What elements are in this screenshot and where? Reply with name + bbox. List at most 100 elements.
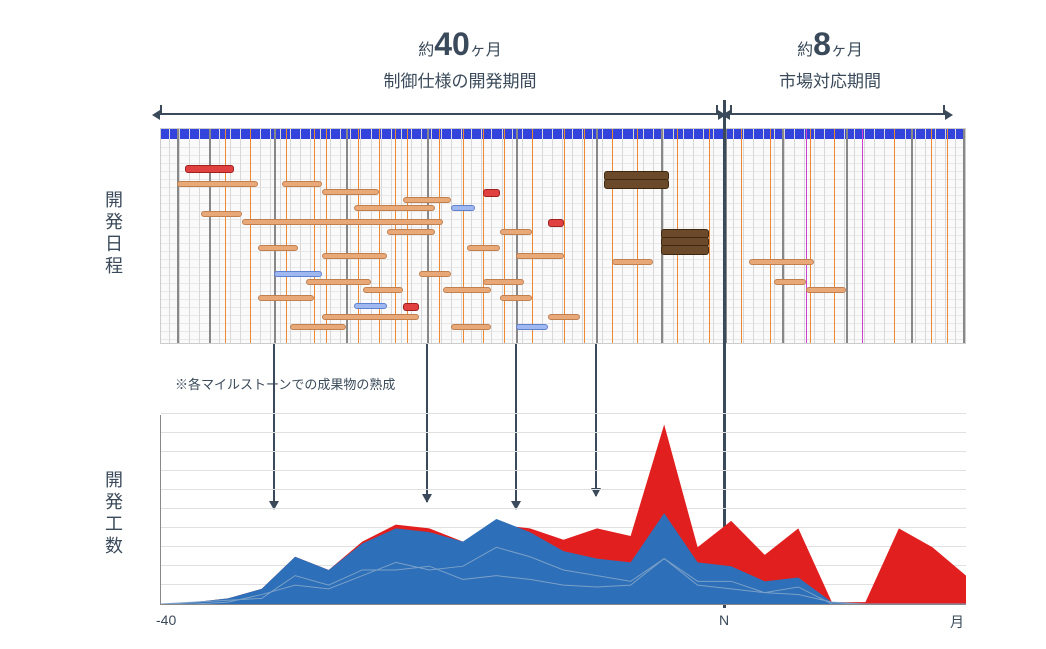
gantt-grid-col <box>562 129 563 343</box>
gantt-vline-orange <box>584 129 585 343</box>
gantt-grid-col <box>491 129 492 343</box>
gantt-vline-orange <box>947 129 948 343</box>
gantt-grid-col <box>371 129 372 343</box>
gantt-grid-col <box>300 129 301 343</box>
gantt-task <box>185 165 233 173</box>
gantt-task <box>548 314 580 320</box>
gantt-grid-col <box>905 129 906 343</box>
gantt-task <box>443 287 491 293</box>
mkt-prefix: 約 <box>797 42 813 59</box>
gantt-task <box>516 253 564 259</box>
gantt-grid-col <box>391 129 392 343</box>
gantt-grid-col <box>945 129 946 343</box>
gantt-grid-col <box>219 129 220 343</box>
gantt-grid-col <box>552 129 553 343</box>
gantt-task <box>322 253 386 259</box>
effort-chart <box>160 415 966 605</box>
gantt-vline-orange <box>741 129 742 343</box>
gantt-grid-col <box>240 129 241 343</box>
gantt-grid-col <box>230 129 231 343</box>
chart-grid-row <box>161 413 966 414</box>
gantt-task <box>500 229 532 235</box>
gantt-task <box>419 271 451 277</box>
gantt-grid-col <box>189 129 190 343</box>
gantt-task <box>282 181 322 187</box>
gantt-grid-col <box>280 129 281 343</box>
gantt-task <box>354 205 435 211</box>
gantt-vline-orange <box>810 129 811 343</box>
mkt-bracket <box>730 113 945 115</box>
gantt-grid-col <box>381 129 382 343</box>
gantt-task <box>177 181 258 187</box>
gantt-task <box>258 245 298 251</box>
gantt-task <box>403 197 451 203</box>
gantt-vline-orange <box>326 129 327 343</box>
gantt-task <box>242 219 444 225</box>
gantt-vline-orange <box>612 129 613 343</box>
gantt-vline-dark <box>596 129 598 343</box>
gantt-vline-orange <box>637 129 638 343</box>
gantt-vline-orange <box>463 129 464 343</box>
gantt-grid-col <box>431 129 432 343</box>
gantt-grid-col <box>794 129 795 343</box>
gantt-task <box>451 324 491 330</box>
gantt-vline-orange <box>358 129 359 343</box>
x-unit-label: 月 <box>950 612 964 632</box>
gantt-grid-col <box>743 129 744 343</box>
gantt-grid-col <box>522 129 523 343</box>
gantt-vline-orange <box>709 129 710 343</box>
gantt-grid-col <box>854 129 855 343</box>
x-min-label: -40 <box>156 612 176 628</box>
gantt-grid-col <box>925 129 926 343</box>
gantt-task <box>604 179 668 189</box>
gantt-grid-col <box>461 129 462 343</box>
gantt-grid-col <box>441 129 442 343</box>
gantt-grid-col <box>260 129 261 343</box>
gantt-grid-col <box>199 129 200 343</box>
gantt-grid-col <box>401 129 402 343</box>
effort-svg <box>161 415 966 604</box>
mkt-suffix: ヶ月 <box>831 42 863 59</box>
gantt-vline-dark <box>274 129 276 343</box>
gantt-vline-dark <box>846 129 848 343</box>
gantt-grid-col <box>481 129 482 343</box>
gantt-grid-col <box>421 129 422 343</box>
gantt-grid-col <box>542 129 543 343</box>
gantt-grid-col <box>169 129 170 343</box>
gantt-vline-orange <box>314 129 315 343</box>
dev-bracket <box>160 113 718 115</box>
gantt-vline-orange <box>379 129 380 343</box>
gantt-grid-col <box>814 129 815 343</box>
gantt-grid-col <box>965 129 966 343</box>
gantt-grid-col <box>512 129 513 343</box>
dev-prefix: 約 <box>418 42 434 59</box>
gantt-task <box>403 303 419 311</box>
mkt-num: 8 <box>813 26 831 62</box>
gantt-grid-col <box>774 129 775 343</box>
gantt-grid-col <box>633 129 634 343</box>
gantt-vline-orange <box>504 129 505 343</box>
gantt-grid-col <box>340 129 341 343</box>
effort-ylabel: 開発工数 <box>100 470 126 558</box>
gantt-grid-col <box>784 129 785 343</box>
dev-suffix: ヶ月 <box>470 42 502 59</box>
gantt-vline-orange <box>834 129 835 343</box>
gantt-task <box>516 324 548 330</box>
gantt-task <box>290 324 346 330</box>
gantt-grid-col <box>310 129 311 343</box>
gantt-vline-dark <box>911 129 913 343</box>
gantt-vline-orange <box>250 129 251 343</box>
gantt-task <box>201 211 241 217</box>
gantt-task <box>354 303 386 309</box>
gantt-vline-dark <box>516 129 518 343</box>
gantt-grid-col <box>622 129 623 343</box>
dev-num: 40 <box>434 26 470 62</box>
gantt-grid-col <box>915 129 916 343</box>
gantt-grid-col <box>592 129 593 343</box>
gantt-task <box>387 229 435 235</box>
gantt-grid-col <box>602 129 603 343</box>
gantt-task <box>806 287 846 293</box>
gantt-task <box>612 259 652 265</box>
gantt-task <box>661 245 709 255</box>
gantt-grid-col <box>763 129 764 343</box>
